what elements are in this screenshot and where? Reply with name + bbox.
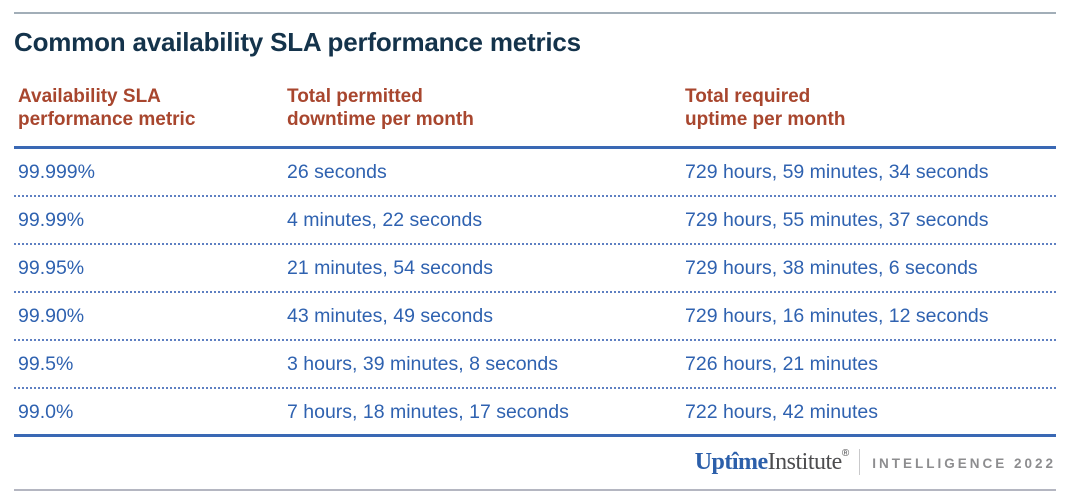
column-header-line: performance metric xyxy=(18,109,196,130)
cell-metric: 99.0% xyxy=(18,400,74,423)
cell-uptime: 729 hours, 38 minutes, 6 seconds xyxy=(685,257,978,279)
cell-metric: 99.90% xyxy=(18,305,85,327)
cell-metric: 99.95% xyxy=(18,257,85,279)
cell-downtime: 43 minutes, 49 seconds xyxy=(287,305,493,327)
column-header-downtime: Total permitted downtime per month xyxy=(287,85,685,131)
cell-metric: 99.99% xyxy=(18,209,85,231)
column-header-line: uptime per month xyxy=(685,109,846,130)
column-header-line: Total required xyxy=(685,86,811,107)
cell-metric: 99.5% xyxy=(18,353,74,375)
column-header-uptime: Total required uptime per month xyxy=(685,85,1056,131)
sla-table: Availability SLA performance metric Tota… xyxy=(14,85,1056,437)
cell-downtime: 21 minutes, 54 seconds xyxy=(287,257,493,279)
cell-uptime: 729 hours, 59 minutes, 34 seconds xyxy=(685,161,989,183)
intelligence-2022-label: INTELLIGENCE 2022 xyxy=(872,455,1056,471)
cell-downtime: 3 hours, 39 minutes, 8 seconds xyxy=(287,353,558,375)
cell-uptime: 729 hours, 16 minutes, 12 seconds xyxy=(685,305,989,327)
cell-uptime: 729 hours, 55 minutes, 37 seconds xyxy=(685,209,989,231)
cell-downtime: 4 minutes, 22 seconds xyxy=(287,209,483,231)
registered-trademark-mark: ® xyxy=(841,448,850,459)
table-row: 99.99% 4 minutes, 22 seconds 729 hours, … xyxy=(14,197,1056,245)
table-row: 99.5% 3 hours, 39 minutes, 8 seconds 726… xyxy=(14,341,1056,389)
cell-downtime: 26 seconds xyxy=(287,161,387,183)
column-header-line: Availability SLA xyxy=(18,86,161,107)
bottom-divider xyxy=(14,489,1056,491)
table-body: 99.999% 26 seconds 729 hours, 59 minutes… xyxy=(14,149,1056,437)
cell-metric: 99.999% xyxy=(18,161,95,183)
table-row: 99.95% 21 minutes, 54 seconds 729 hours,… xyxy=(14,245,1056,293)
cell-downtime: 7 hours, 18 minutes, 17 seconds xyxy=(287,400,569,423)
uptime-institute-logo-institute: Institute xyxy=(767,448,843,475)
logo-divider xyxy=(859,449,861,475)
cell-uptime: 726 hours, 21 minutes xyxy=(685,353,878,375)
table-row: 99.999% 26 seconds 729 hours, 59 minutes… xyxy=(14,149,1056,197)
table-header-row: Availability SLA performance metric Tota… xyxy=(14,85,1056,149)
table-row: 99.0% 7 hours, 18 minutes, 17 seconds 72… xyxy=(14,389,1056,437)
top-divider xyxy=(14,12,1056,14)
column-header-line: downtime per month xyxy=(287,109,474,130)
figure-title: Common availability SLA performance metr… xyxy=(14,27,581,57)
column-header-availability: Availability SLA performance metric xyxy=(14,85,287,131)
cell-uptime: 722 hours, 42 minutes xyxy=(685,400,878,423)
footer-brand: Uptîme Institute ® INTELLIGENCE 2022 xyxy=(14,446,1056,478)
column-header-line: Total permitted xyxy=(287,86,423,107)
table-row: 99.90% 43 minutes, 49 seconds 729 hours,… xyxy=(14,293,1056,341)
uptime-institute-logo-uptime: Uptîme xyxy=(694,448,768,475)
